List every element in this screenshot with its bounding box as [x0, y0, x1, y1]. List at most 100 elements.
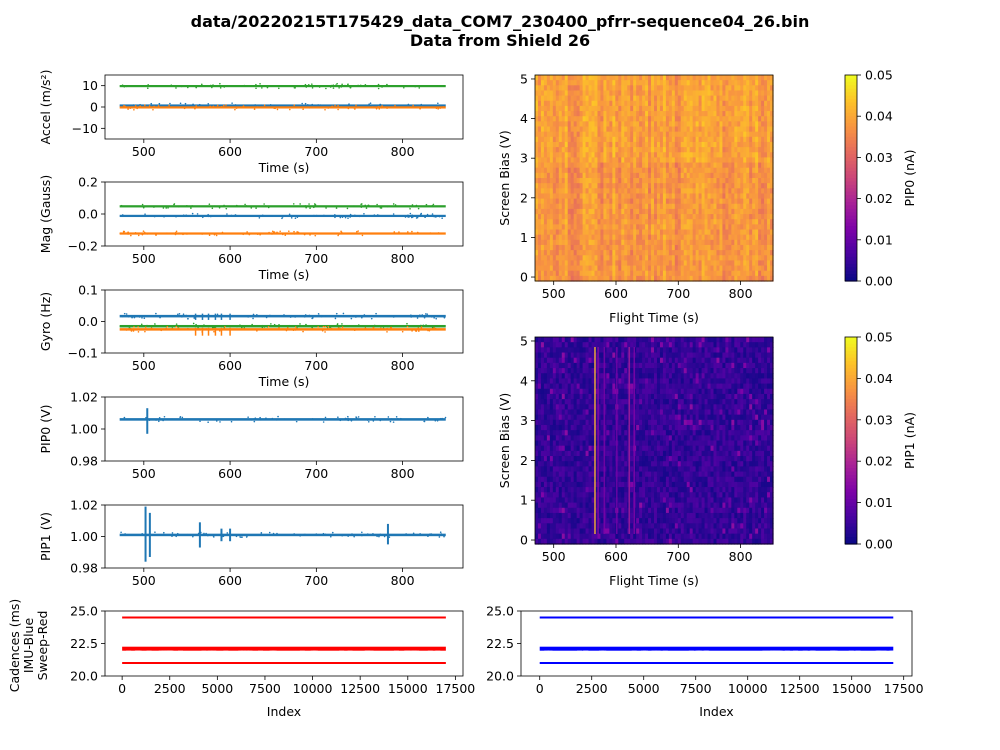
heatmap-cell — [627, 219, 631, 225]
heatmap-cell — [579, 126, 584, 133]
heatmap-cell — [674, 270, 679, 277]
data-point — [211, 86, 213, 89]
data-point — [177, 313, 179, 316]
heatmap-cell — [636, 152, 640, 158]
heatmap-cell — [564, 178, 569, 184]
heatmap-cell — [549, 414, 554, 421]
heatmap-cell — [770, 270, 774, 277]
colorbar-tick-label: 0.02 — [865, 191, 893, 206]
heatmap-cell — [677, 214, 682, 220]
heatmap-cell — [746, 224, 750, 231]
heatmap-cell — [701, 260, 706, 267]
heatmap-cell — [701, 111, 706, 117]
heatmap-cell — [630, 157, 634, 164]
heatmap-cell — [633, 224, 637, 231]
heatmap-cell — [573, 450, 578, 457]
heatmap-cell — [674, 75, 679, 81]
heatmap-cell — [654, 152, 658, 158]
data-point — [435, 317, 437, 320]
heatmap-cell — [624, 188, 628, 195]
heatmap-cell — [540, 450, 545, 457]
heatmap-cell — [674, 178, 679, 184]
data-point — [361, 316, 363, 319]
heatmap-cell — [668, 198, 673, 205]
data-gap — [207, 650, 213, 652]
heatmap-cell — [636, 126, 640, 133]
heatmap-cell — [671, 208, 676, 215]
heatmap-cell — [656, 172, 661, 179]
heatmap-cell — [567, 95, 572, 102]
heatmap-cell — [659, 250, 664, 256]
heatmap-cell — [767, 167, 771, 174]
heatmap-cell — [564, 100, 569, 107]
heatmap-cell — [588, 214, 593, 220]
heatmap-cell — [651, 250, 655, 256]
heatmap-cell — [740, 75, 744, 81]
heatmap-cell — [555, 461, 560, 467]
heatmap-cell — [770, 172, 774, 179]
data-point — [226, 532, 229, 534]
heatmap-cell — [710, 234, 715, 241]
heatmap-cell — [683, 90, 688, 97]
data-point — [337, 416, 339, 418]
heatmap-cell — [770, 244, 774, 251]
heatmap-cell — [561, 95, 566, 102]
heatmap-cell — [659, 244, 664, 251]
heatmap-cell — [612, 167, 616, 174]
heatmap-cell — [573, 337, 578, 343]
data-point — [288, 213, 291, 216]
heatmap-cell — [656, 265, 661, 272]
heatmap-cell — [731, 75, 735, 81]
heatmap-cell — [686, 203, 691, 210]
data-point — [375, 325, 378, 327]
heatmap-cell — [579, 121, 584, 128]
heatmap-cell — [624, 265, 628, 272]
heatmap-cell — [543, 116, 548, 122]
heatmap-cell — [654, 178, 658, 184]
heatmap-cell — [585, 141, 590, 148]
heatmap-cell — [746, 157, 750, 164]
heatmap-cell — [549, 435, 554, 442]
heatmap-cell — [552, 373, 557, 379]
heatmap-cell — [698, 95, 703, 102]
heatmap-cell — [612, 229, 616, 236]
heatmap-cell — [677, 229, 682, 236]
heatmap-cell — [648, 157, 652, 164]
heatmap-cell — [540, 121, 545, 128]
heatmap-cell — [535, 533, 539, 540]
heatmap-cell — [648, 116, 652, 122]
heatmap-cell — [654, 250, 658, 256]
data-point — [246, 231, 248, 233]
heatmap-cell — [713, 75, 718, 81]
heatmap-cell — [728, 80, 732, 86]
heatmap-cell — [668, 188, 673, 195]
heatmap-cell — [707, 172, 712, 179]
heatmap-cell — [737, 234, 741, 241]
heatmap-cell — [668, 224, 673, 231]
heatmap-cell — [674, 275, 679, 282]
data-point — [420, 106, 423, 108]
heatmap-cell — [615, 75, 619, 81]
heatmap-cell — [606, 239, 610, 246]
heatmap-cell — [546, 435, 551, 442]
heatmap-cell — [686, 188, 691, 195]
heatmap-cell — [573, 502, 578, 509]
heatmap-cell — [570, 466, 575, 473]
data-point — [288, 230, 290, 233]
heatmap-cell — [668, 219, 673, 225]
heatmap-cell — [692, 162, 697, 169]
heatmap-cell — [585, 260, 590, 267]
heatmap-cell — [683, 239, 688, 246]
heatmap-cell — [734, 260, 738, 267]
heatmap-cell — [612, 141, 616, 148]
heatmap-cell — [579, 352, 584, 359]
heatmap-cell — [770, 265, 774, 272]
heatmap-cell — [725, 167, 729, 174]
heatmap-cell — [558, 116, 563, 122]
heatmap-cell — [737, 152, 741, 158]
heatmap-cell — [743, 105, 747, 112]
data-point — [181, 416, 184, 419]
x-tick-label: 800 — [391, 573, 415, 588]
heatmap-cell — [630, 239, 634, 246]
heatmap-cell — [758, 234, 762, 241]
